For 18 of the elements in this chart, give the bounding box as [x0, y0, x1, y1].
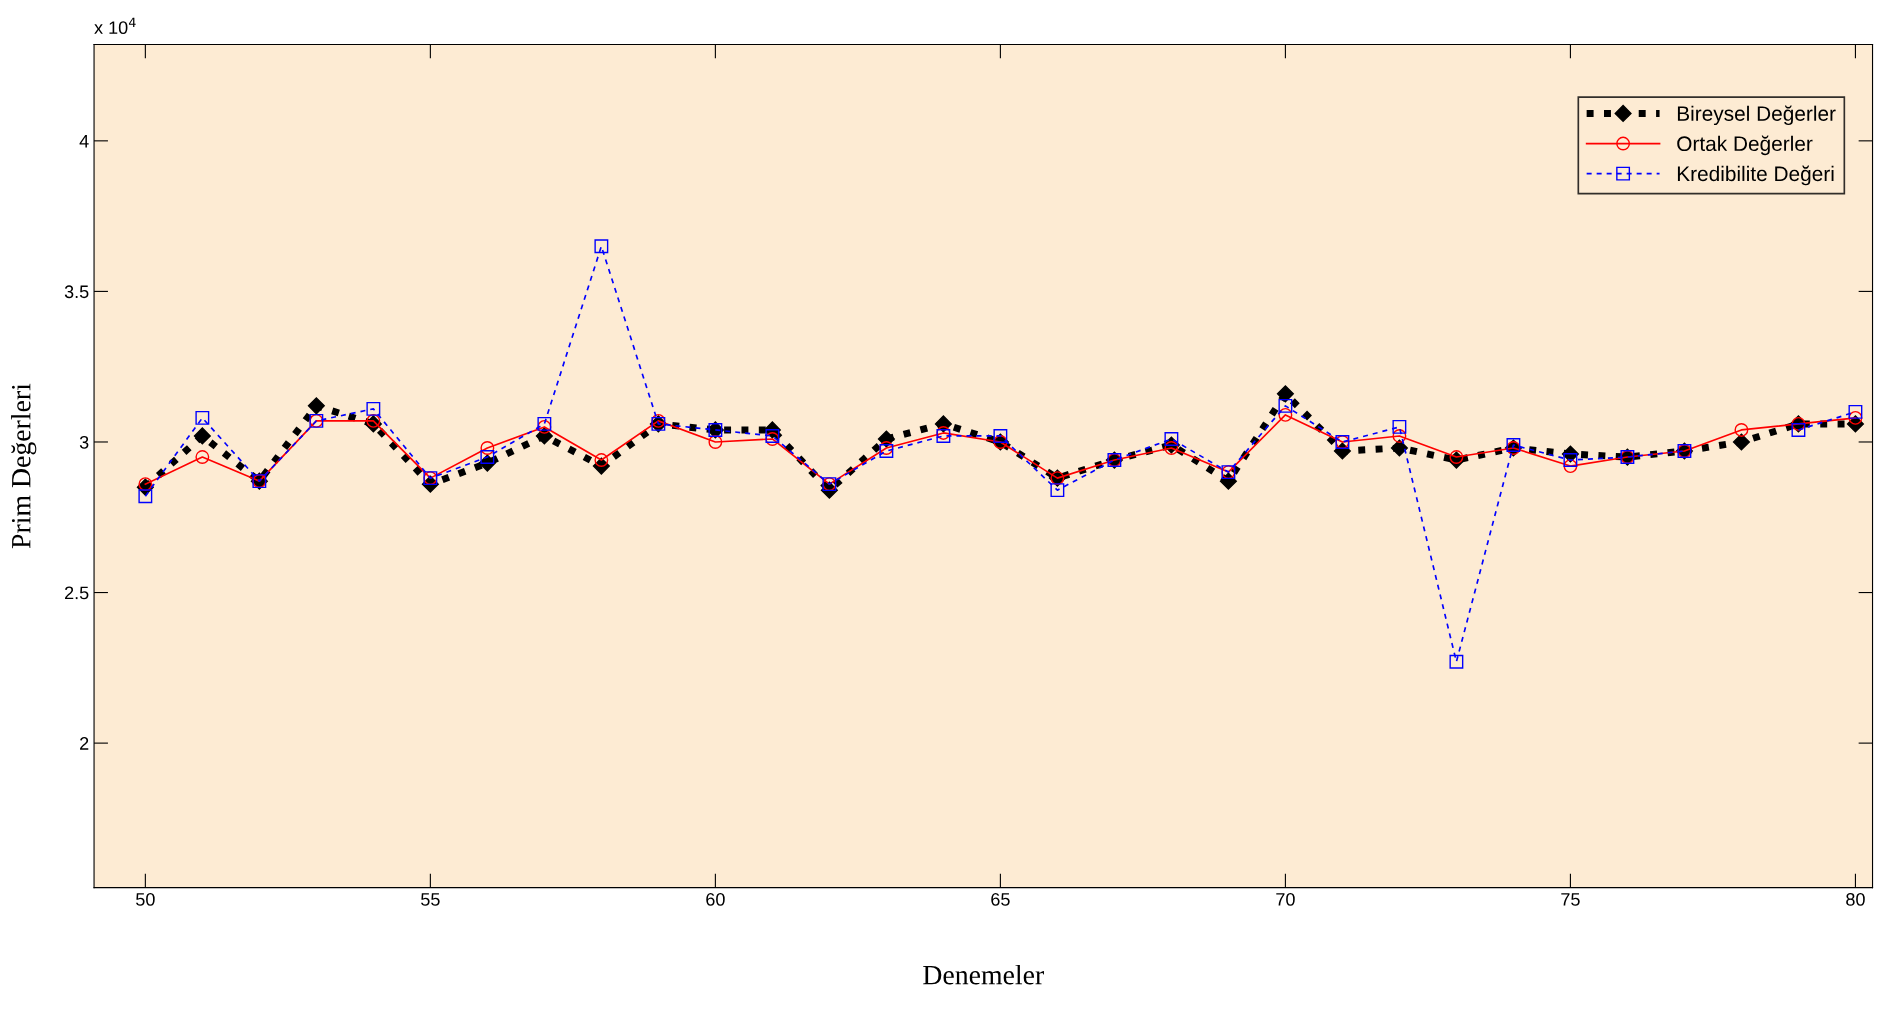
x-tick-label: 50 [136, 893, 155, 906]
legend-label: Ortak Değerler [1677, 135, 1813, 156]
y-tick-label: 3.5 [64, 285, 89, 299]
text: x 10$^{4}$ [94, 17, 136, 35]
legend-label: Bireysel Değerler [1677, 105, 1836, 126]
legend-label: Kredibilite Değeri [1677, 165, 1834, 186]
y-tick-label: 2.5 [65, 586, 89, 600]
x-tick-label: 60 [706, 893, 725, 906]
x-tick-label: 65 [991, 893, 1010, 906]
x-tick-label: 75 [1561, 893, 1580, 906]
y-tick-label: 4 [79, 134, 89, 148]
x-tick-label: 70 [1276, 893, 1295, 906]
x-axis-title: Denemeler [923, 964, 1044, 985]
y-tick-label: 2 [80, 737, 89, 750]
y-axis-title: Prim Değerleri [11, 383, 37, 549]
x-tick-label: 55 [421, 893, 440, 906]
x-tick-label: 80 [1846, 893, 1865, 906]
y-tick-label: 3 [79, 435, 89, 449]
